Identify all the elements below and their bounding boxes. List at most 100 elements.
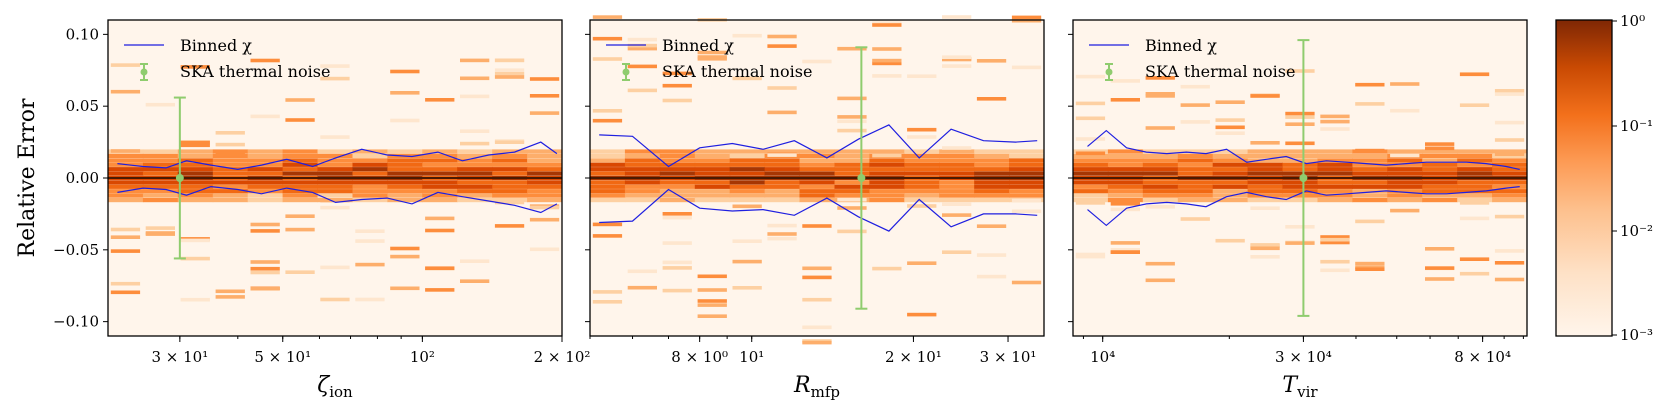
heatmap-cell (1282, 189, 1318, 194)
heatmap-cell (1073, 189, 1109, 194)
heatmap-cell (1011, 15, 1042, 20)
heatmap-cell (320, 76, 350, 81)
heatmap-cell (317, 193, 353, 198)
heatmap-cell (108, 184, 144, 189)
heatmap-cell (527, 153, 563, 158)
heatmap-cell (904, 189, 940, 194)
legend-errorbar-swatch (1105, 68, 1113, 76)
heatmap-cell (1422, 167, 1458, 172)
heatmap-cell (1492, 184, 1528, 189)
binned-chi-lower-line (117, 185, 558, 214)
heatmap-cell (1320, 240, 1350, 245)
heatmap-cell (352, 162, 388, 167)
heatmap-cell (108, 180, 144, 185)
heatmap-cell (317, 158, 353, 163)
heatmap-cell (108, 167, 144, 172)
heatmap-cell (1320, 235, 1350, 239)
heatmap-cell (250, 266, 280, 271)
heatmap-cell (212, 180, 249, 185)
heatmap-cell (1073, 198, 1109, 203)
heatmap-cell (142, 171, 179, 176)
heatmap-cell (387, 171, 423, 176)
heatmap-cell (942, 213, 972, 217)
heatmap-cell (352, 167, 388, 172)
heatmap-cell (180, 297, 210, 302)
heatmap-cell (1285, 111, 1315, 116)
heatmap-cell (624, 198, 661, 203)
heatmap-cell (904, 184, 940, 189)
heatmap-cell (460, 76, 490, 81)
heatmap-cell (624, 162, 661, 167)
heatmap-cell (1494, 92, 1525, 96)
heatmap-cell (177, 162, 214, 167)
legend-errorbar-swatch (140, 68, 148, 76)
heatmap-cell (177, 149, 214, 154)
heatmap-cell (627, 88, 657, 93)
heatmap-cell (1142, 153, 1179, 158)
heatmap-cell (1492, 158, 1528, 163)
heatmap-cell (1212, 189, 1249, 194)
heatmap-cell (729, 149, 766, 154)
heatmap-cell (1492, 167, 1528, 172)
heatmap-cell (1110, 241, 1140, 245)
heatmap-cell (976, 274, 1007, 279)
heatmap-cell (590, 158, 626, 163)
heatmap-cell (942, 250, 972, 254)
heatmap-cell (247, 153, 284, 158)
heatmap-cell (1075, 151, 1106, 156)
heatmap-cell (250, 58, 280, 63)
heatmap-cell (1390, 153, 1420, 158)
heatmap-cell (1247, 198, 1283, 203)
heatmap-cell (282, 162, 318, 167)
heatmap-cell (212, 158, 249, 163)
heatmap-cell (869, 167, 905, 172)
heatmap-cell (799, 167, 835, 172)
heatmap-cell (1142, 167, 1179, 172)
heatmap-cell (387, 198, 423, 203)
heatmap-cell (834, 167, 870, 172)
heatmap-cell (1073, 193, 1109, 198)
heatmap-cell (1457, 149, 1493, 154)
heatmap-cell (1215, 125, 1245, 130)
heatmap-cell (457, 193, 493, 198)
heatmap-cell (177, 153, 214, 158)
heatmap-cell (1459, 72, 1490, 77)
legend-errorbar-swatch (622, 68, 630, 76)
heatmap-cells (590, 15, 1045, 345)
heatmap-cell (110, 149, 141, 153)
heatmap-cell (799, 171, 835, 176)
heatmap-cell (624, 184, 661, 189)
heatmap-cell (1075, 116, 1106, 121)
heatmap-cell (460, 129, 490, 133)
x-tick-label: 3 × 10¹ (980, 348, 1037, 366)
heatmap-cell (1009, 189, 1045, 194)
heatmap-cell (1422, 198, 1458, 203)
heatmap-cell (1494, 138, 1525, 142)
heatmap-cell (907, 204, 937, 208)
heatmap-cell (1459, 271, 1490, 276)
heatmap-cell (834, 149, 870, 154)
heatmap-cell (387, 158, 423, 163)
heatmap-cell (457, 162, 493, 167)
heatmap-cell (939, 167, 975, 172)
heatmap-cell (1457, 193, 1493, 198)
heatmap-cell (834, 184, 870, 189)
heatmap-cell (697, 299, 727, 303)
heatmap-cell (108, 171, 144, 176)
heatmap-cell (1011, 65, 1042, 70)
heatmap-cell (355, 239, 385, 243)
heatmap-cell (317, 180, 353, 185)
heatmap-cell (142, 184, 179, 189)
heatmap-cell (837, 229, 867, 234)
heatmap-cell (1011, 18, 1042, 23)
heatmap-cell (457, 184, 493, 189)
heatmap-cell (697, 314, 727, 318)
legend-line-label: Binned χ (662, 36, 734, 55)
heatmap-cell (590, 171, 626, 176)
heatmap-cell (285, 214, 315, 218)
heatmap-cell (177, 180, 214, 185)
heatmap-cell (1110, 202, 1140, 206)
heatmap-cell (1107, 158, 1144, 163)
x-tick-label: 10⁴ (1090, 348, 1115, 366)
heatmap-cell (592, 222, 623, 227)
